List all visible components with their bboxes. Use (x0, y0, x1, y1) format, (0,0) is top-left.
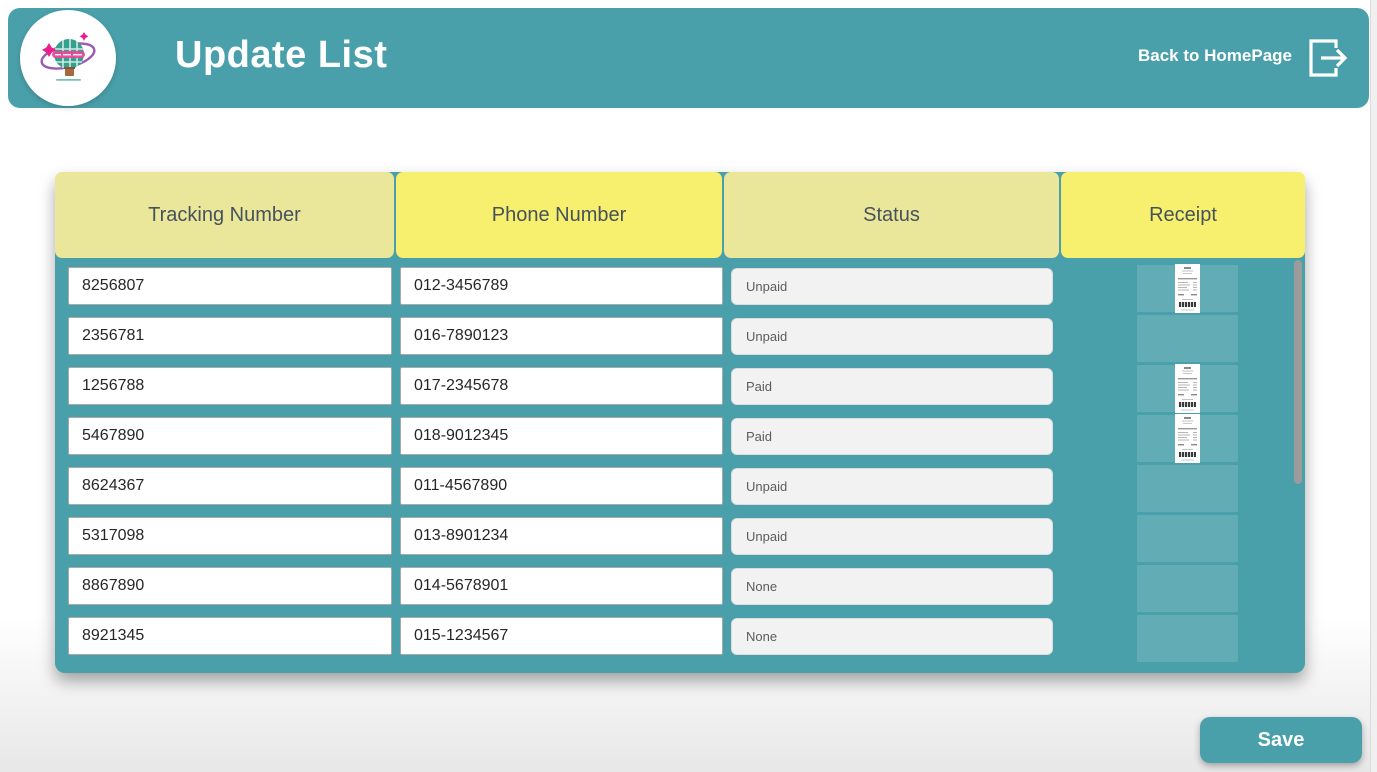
table-row: Unpaid (55, 264, 1305, 313)
save-button[interactable]: Save (1200, 717, 1362, 763)
receipt-thumbnail[interactable] (1175, 264, 1200, 313)
receipt-thumbnail[interactable] (1175, 364, 1200, 413)
status-field[interactable]: Unpaid (731, 318, 1053, 355)
tracking-number-input[interactable] (68, 617, 392, 655)
receipt-cell[interactable] (1137, 315, 1238, 362)
back-to-homepage-link[interactable]: Back to HomePage (1138, 46, 1292, 65)
status-field[interactable]: Unpaid (731, 468, 1053, 505)
tracking-number-input[interactable] (68, 267, 392, 305)
column-header-phone-number: Phone Number (396, 172, 722, 258)
phone-number-input[interactable] (400, 467, 723, 505)
table-row: Unpaid (55, 315, 1305, 362)
table-scrollbar-thumb[interactable] (1294, 260, 1302, 484)
table-row: Unpaid (55, 515, 1305, 562)
receipt-cell[interactable] (1137, 364, 1238, 413)
tracking-number-input[interactable] (68, 467, 392, 505)
status-field[interactable]: Paid (731, 418, 1053, 455)
receipt-cell[interactable] (1137, 615, 1238, 662)
table-row: None (55, 565, 1305, 612)
phone-number-input[interactable] (400, 267, 723, 305)
status-field[interactable]: None (731, 618, 1053, 655)
status-field[interactable]: None (731, 568, 1053, 605)
update-list-table: Tracking Number Phone Number Status Rece… (55, 172, 1305, 673)
status-field[interactable]: Unpaid (731, 268, 1053, 305)
column-header-tracking-number: Tracking Number (55, 172, 394, 258)
tracking-number-input[interactable] (68, 317, 392, 355)
phone-number-input[interactable] (400, 317, 723, 355)
table-row: Paid (55, 364, 1305, 413)
tracking-number-input[interactable] (68, 567, 392, 605)
page-title: Update List (175, 34, 388, 76)
tracking-number-input[interactable] (68, 367, 392, 405)
app-logo (20, 10, 116, 106)
receipt-thumbnail[interactable] (1175, 414, 1200, 463)
column-header-receipt: Receipt (1061, 172, 1305, 258)
store-globe-logo-icon (40, 32, 96, 81)
table-row: Unpaid (55, 465, 1305, 512)
receipt-cell[interactable] (1137, 414, 1238, 463)
receipt-cell[interactable] (1137, 565, 1238, 612)
table-row: None (55, 615, 1305, 662)
phone-number-input[interactable] (400, 367, 723, 405)
receipt-cell[interactable] (1137, 515, 1238, 562)
receipt-cell[interactable] (1137, 465, 1238, 512)
table-body: Unpaid (55, 264, 1305, 667)
phone-number-input[interactable] (400, 617, 723, 655)
column-header-status: Status (724, 172, 1059, 258)
status-field[interactable]: Unpaid (731, 518, 1053, 555)
page-scrollbar-track[interactable] (1370, 0, 1377, 772)
receipt-cell[interactable] (1137, 264, 1238, 313)
phone-number-input[interactable] (400, 517, 723, 555)
phone-number-input[interactable] (400, 417, 723, 455)
header-bar: Update List Back to HomePage (8, 8, 1369, 108)
tracking-number-input[interactable] (68, 517, 392, 555)
phone-number-input[interactable] (400, 567, 723, 605)
tracking-number-input[interactable] (68, 417, 392, 455)
status-field[interactable]: Paid (731, 368, 1053, 405)
exit-door-arrow-icon[interactable] (1305, 35, 1349, 81)
table-row: Paid (55, 414, 1305, 463)
